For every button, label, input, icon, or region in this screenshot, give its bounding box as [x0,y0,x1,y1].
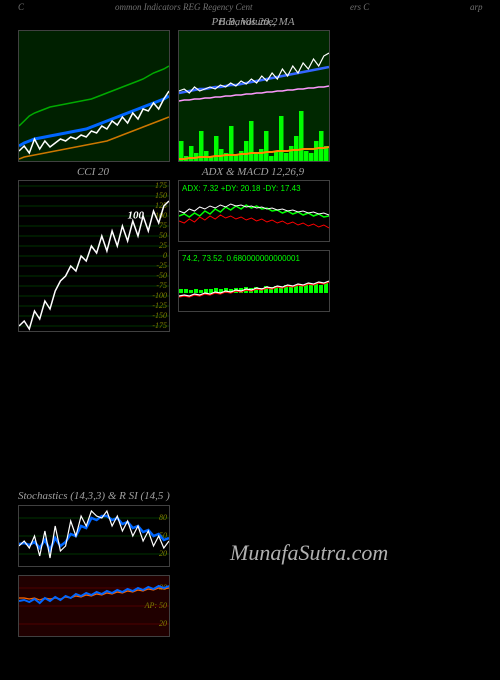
svg-text:50: 50 [159,231,167,240]
page-header: C ommon Indicators REG Regency Cent ers … [0,2,500,14]
svg-text:-75: -75 [156,281,167,290]
header-text-left: C [18,2,24,12]
header-text-r1: ers C [350,2,369,12]
svg-text:ADX: 7.32 +DY: 20.18 -DY:: ADX: 7.32 +DY: 20.18 -DY: 17.43 [182,184,301,193]
chart-stochastics: 805020 [18,505,170,567]
chart-price-volume-ma [178,30,330,162]
svg-text:-50: -50 [156,271,167,280]
svg-text:20: 20 [159,619,167,628]
svg-text:25: 25 [159,241,167,250]
svg-text:-100: -100 [152,291,167,300]
svg-text:-150: -150 [152,311,167,320]
title-price-ma: Price, Volume, MA [178,16,328,28]
svg-text:175: 175 [155,181,167,190]
svg-text:75: 75 [159,221,167,230]
svg-text:80: 80 [159,513,167,522]
svg-text:74.2, 73.52, 0.6800000000000: 74.2, 73.52, 0.680000000000001 [182,254,300,263]
chart-cci: 1751501251007550250-25-50-75-100-125-150… [18,180,170,332]
watermark-text: MunafaSutra.com [230,540,388,566]
header-text-r2: arp [470,2,483,12]
chart-rsi: 80AP: 5020 [18,575,170,637]
svg-text:150: 150 [155,191,167,200]
svg-text:-125: -125 [152,301,167,310]
title-cci: CCI 20 [18,166,168,178]
title-adx-macd: ADX & MACD 12,26,9 [178,166,328,178]
svg-text:-175: -175 [152,321,167,330]
title-stoch-rsi: Stochastics (14,3,3) & R SI (14,5 ) [18,490,478,502]
chart-bollinger-bands [18,30,170,162]
svg-text:-25: -25 [156,261,167,270]
header-text-mid: ommon Indicators REG Regency Cent [115,2,252,12]
svg-text:AP: 50: AP: 50 [144,601,167,610]
svg-text:20: 20 [159,549,167,558]
chart-macd: 74.2, 73.52, 0.680000000000001 [178,250,330,312]
chart-adx: ADX: 7.32 +DY: 20.18 -DY: 17.43 [178,180,330,242]
svg-text:0: 0 [163,251,167,260]
